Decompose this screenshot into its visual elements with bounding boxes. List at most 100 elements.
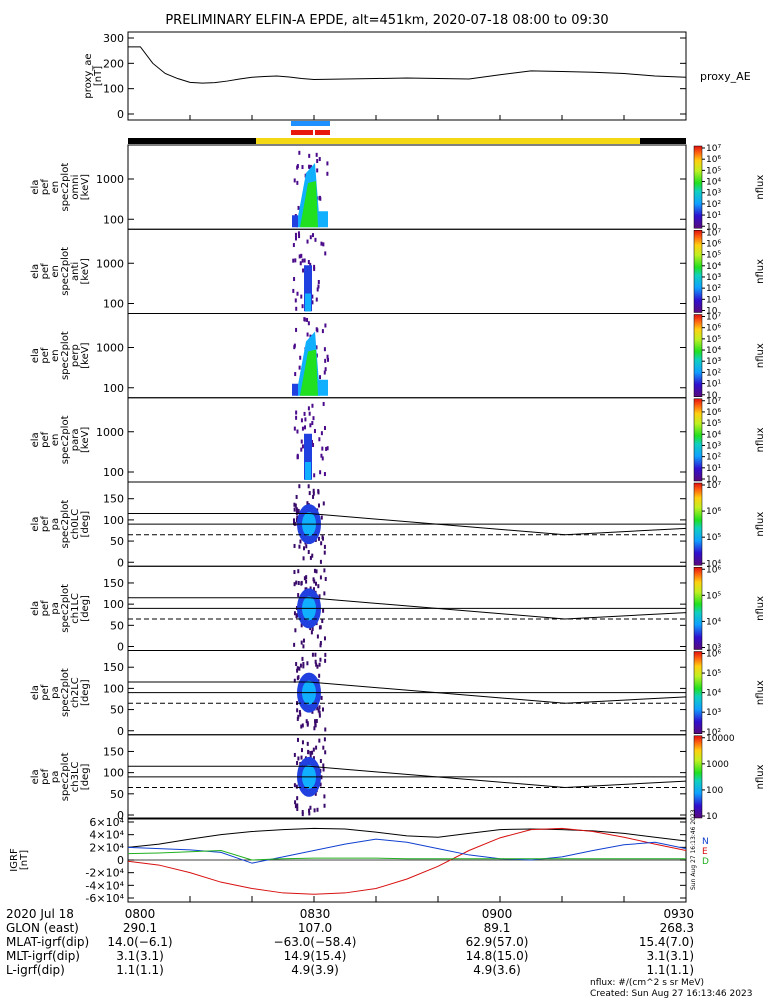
colorbar-tick-label: 10⁴ [706, 689, 721, 699]
spectrogram-pixel [319, 643, 322, 648]
spectrogram-pixel [312, 416, 315, 421]
spectrogram-pixel [315, 152, 318, 157]
footer-row-value: 62.9(57.0) [466, 935, 529, 949]
data-panels: ela pef en spec2plot omni [keV]10010001010¹10… [30, 115, 766, 902]
colorbar [693, 482, 703, 566]
spectrogram-pixel [292, 288, 295, 293]
spectrogram-pixel [311, 403, 314, 408]
spectrogram-pixel [296, 668, 299, 673]
spectrogram-pixel [312, 587, 315, 592]
y-label-line: ela [30, 685, 41, 700]
spectrogram-pixel [316, 664, 319, 669]
colorbar-tick-label: 10⁴ [706, 346, 721, 356]
spectrogram-pixel [324, 576, 327, 581]
spectrogram-pixel [314, 659, 317, 664]
flux-core [304, 433, 312, 480]
spectrogram-pixel [314, 723, 317, 728]
spectrogram-pixel [322, 745, 325, 750]
spectrogram-data [292, 231, 327, 312]
spectrogram-pixel [308, 153, 311, 158]
spectrogram-pixel [318, 594, 321, 599]
spectrogram-pixel [298, 484, 301, 489]
flux-peak [305, 462, 311, 480]
spectrogram-pixel [304, 417, 307, 422]
spectrogram-pixel [296, 291, 299, 296]
spectrogram-pixel [312, 747, 315, 752]
spectrogram-pixel [323, 591, 326, 596]
y-label-line: ela [30, 517, 41, 532]
spectrogram-pixel [309, 753, 312, 758]
igrf-stamp: Sun Aug 27 16:13:46 2023 [690, 809, 697, 890]
footer-row-value: 0900 [482, 907, 513, 921]
spectrogram-pixel [296, 180, 299, 185]
spectrogram-pixel [297, 205, 300, 210]
sci-zone-yellow [256, 138, 640, 144]
y-label-line: [nT] [93, 66, 104, 86]
y-tick-label: 150 [103, 493, 124, 506]
y-label-line: en [50, 265, 61, 278]
spectrogram-pixel [320, 431, 323, 436]
colorbar-tick-label: 10⁶ [706, 408, 721, 418]
flux-patch [292, 215, 298, 228]
colorbar-tick-label: 10² [706, 453, 721, 463]
spectrogram-pixel [293, 507, 296, 512]
spectrogram-pixel [295, 415, 298, 420]
y-label-line: pa [50, 771, 61, 783]
sci-zone-black-left [128, 138, 256, 144]
y-tick-label: 150 [103, 577, 124, 590]
spectrogram-pixel [324, 658, 327, 663]
spectrogram-pixel [316, 807, 319, 812]
spectrogram-pixel [303, 576, 306, 581]
spectrogram-pixel [293, 678, 296, 683]
spectrogram-pixel [319, 782, 322, 787]
colorbar-tick-label: 10⁴ [706, 430, 721, 440]
spectrogram-pixel [294, 372, 297, 377]
colorbar-tick-label: 10⁵ [706, 419, 721, 429]
spectrogram-pixel [298, 150, 301, 155]
y-label-line: ela [30, 601, 41, 616]
spectrogram-pixel [321, 329, 324, 334]
spectrogram-pixel [297, 714, 300, 719]
colorbar [693, 398, 703, 482]
spectrogram-pixel [306, 332, 309, 337]
spectrogram-pixel [305, 575, 308, 580]
spectrogram-pixel [319, 625, 322, 630]
spectrogram-pixel [302, 556, 305, 561]
spectrogram-pixel [324, 251, 327, 256]
y-tick-label: 50 [110, 704, 124, 717]
spectrogram-pixel [295, 614, 298, 619]
spectrogram-pixel [309, 555, 312, 560]
spectrogram-pixel [307, 406, 310, 411]
colorbar-tick-label: 10⁴ [706, 617, 721, 627]
ae-panel: 0 100 200 300 proxy_ae [nT] proxy_AE [83, 31, 751, 121]
y-label-line: [deg] [80, 763, 91, 790]
proxy-ae-line [128, 46, 687, 84]
spectrogram-pixel [296, 803, 299, 808]
footer-row-value: 14.0(−6.1) [107, 935, 172, 949]
spectrogram-pixel [324, 358, 327, 363]
igrf-y-label: IGRF [nT] [9, 848, 30, 872]
spectrogram-pixel [314, 791, 317, 796]
spectrogram-pixel [322, 763, 325, 768]
spectrogram-pixel [298, 544, 301, 549]
igrf-legend-d: D [702, 857, 709, 867]
spectrogram-pixel [324, 727, 327, 732]
footer-row-value: 14.8(15.0) [466, 949, 529, 963]
sci-zone-black-right [640, 138, 686, 144]
spectrogram-pixel [315, 345, 318, 350]
spectrogram-pixel [299, 261, 302, 266]
colorbar [693, 145, 703, 229]
y-label-line: [deg] [80, 679, 91, 706]
spectrogram-pixel [301, 165, 304, 170]
y-tick-label: 50 [110, 535, 124, 548]
spectrogram-pixel [296, 453, 299, 458]
spectrogram-pixel [296, 737, 299, 742]
y-tick-label: 100 [103, 382, 124, 395]
spectrogram-pixel [294, 298, 297, 303]
pitch-angle-panel: ela pef pa spec2plot ch1LC [deg] 0 50 100 150 10³ 1… [30, 565, 766, 653]
y-label-line: pa [50, 518, 61, 530]
spectrogram-pixel [296, 429, 299, 434]
spectrogram-pixel [301, 812, 304, 817]
